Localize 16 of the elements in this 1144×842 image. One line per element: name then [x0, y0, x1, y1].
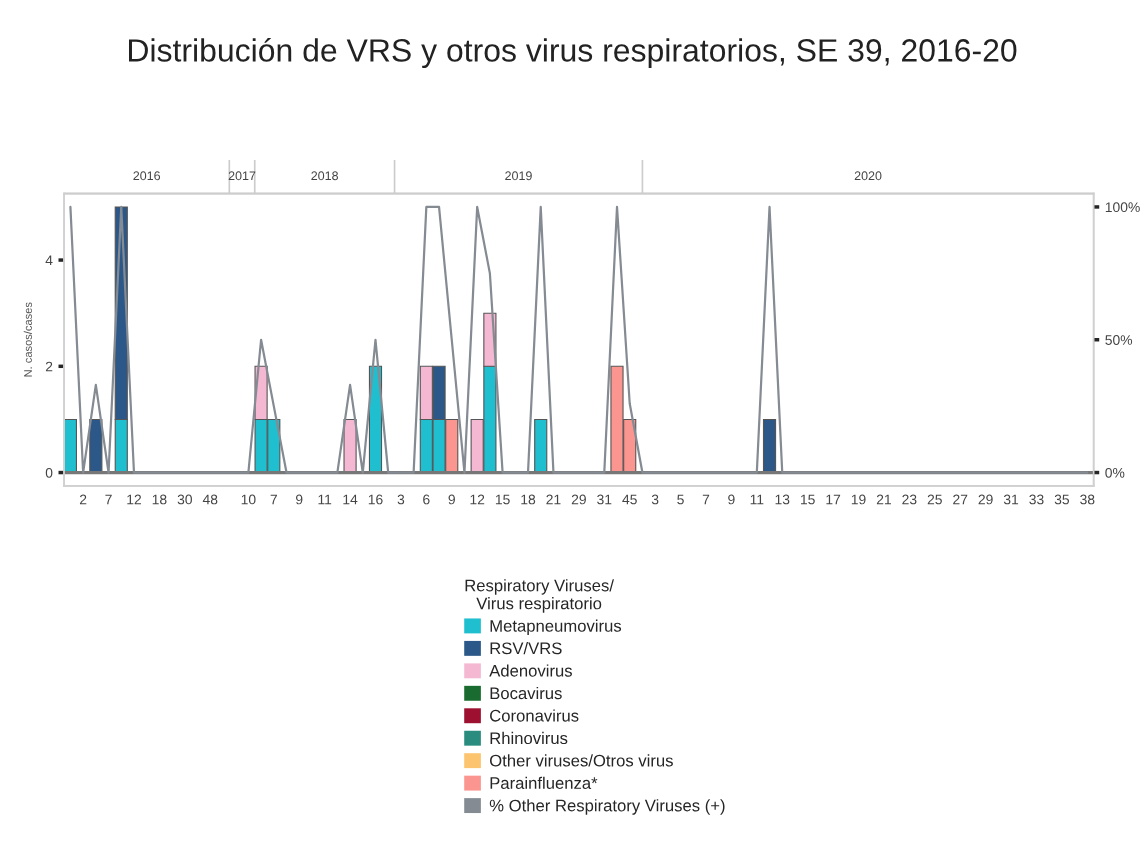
legend-label: Rhinovirus — [490, 731, 568, 745]
legend-label: RSV/VRS — [490, 642, 562, 655]
legend-label: Bocavirus — [490, 686, 562, 700]
legend-label: Coronavirus — [490, 709, 579, 722]
legend-label: % Other Respiratory Viruses (+) — [489, 799, 725, 815]
legend-label: Other viruses/Otros virus — [490, 754, 673, 767]
bar — [762, 418, 777, 474]
legend-label: Adenovirus — [489, 664, 572, 677]
bar — [534, 418, 548, 474]
chart-title: Distribución de VRS y otros virus respiratorios, SE 39, 2016-20 — [129, 37, 1017, 69]
legend-title: Respiratory Viruses/ Virus respiratorio — [465, 579, 614, 613]
bar — [89, 418, 103, 474]
legend-label: Metapneumovirus — [490, 619, 622, 636]
line-series — [69, 205, 1089, 474]
legend-label: Parainfluenza* — [490, 776, 598, 789]
bar — [343, 418, 357, 474]
